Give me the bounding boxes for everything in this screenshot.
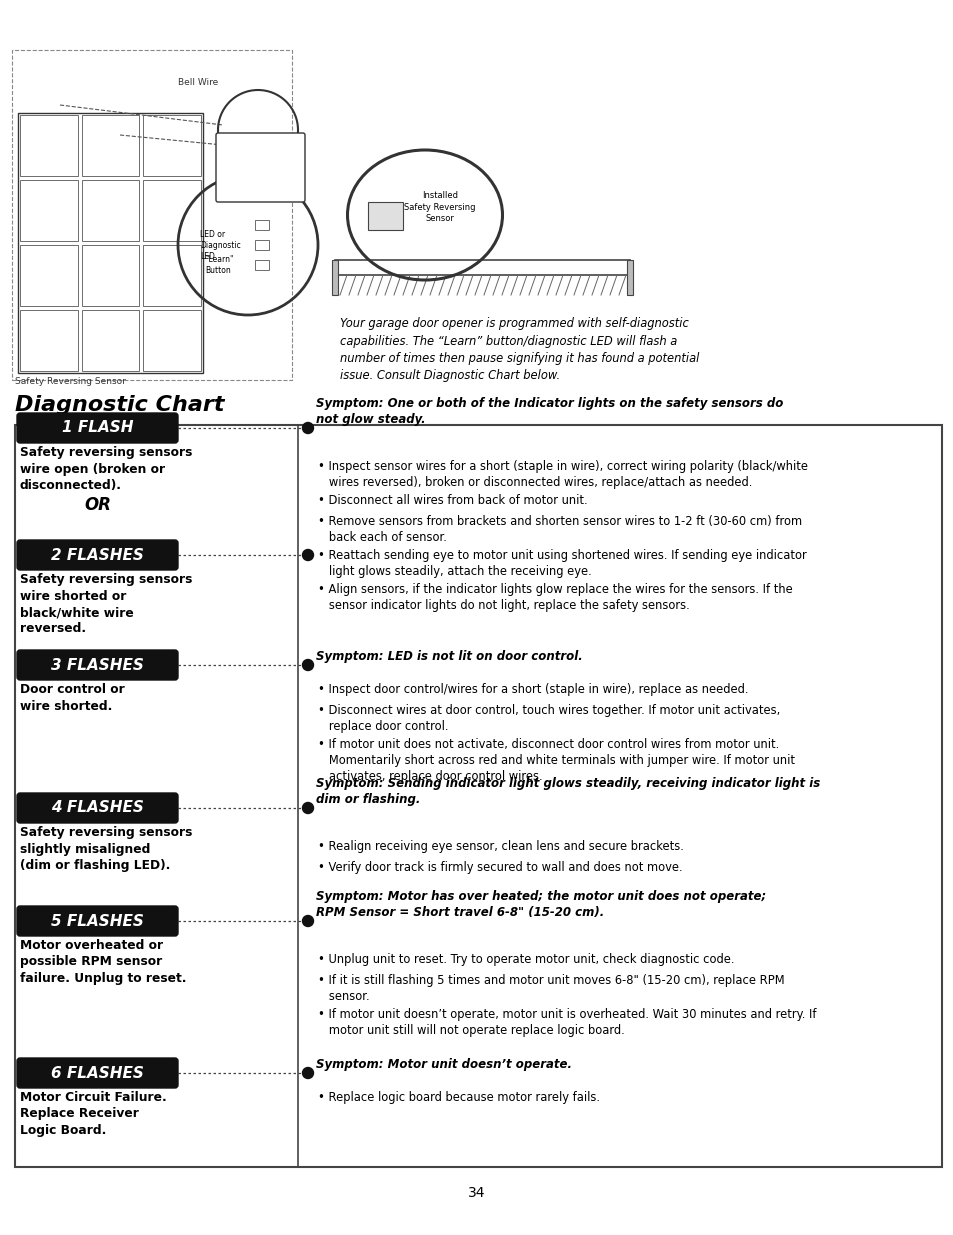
Text: • Inspect sensor wires for a short (staple in wire), correct wiring polarity (bl: • Inspect sensor wires for a short (stap…: [317, 459, 807, 489]
Text: "Learn"
Button: "Learn" Button: [205, 254, 233, 275]
Circle shape: [302, 422, 314, 433]
Circle shape: [302, 659, 314, 671]
Text: Safety Reversing Sensor: Safety Reversing Sensor: [15, 377, 126, 387]
Text: • Reattach sending eye to motor unit using shortened wires. If sending eye indic: • Reattach sending eye to motor unit usi…: [317, 550, 806, 578]
Bar: [143, 310, 201, 370]
Text: LED or
Diagnostic
LED: LED or Diagnostic LED: [200, 230, 240, 261]
Text: Symptom: Motor unit doesn’t operate.: Symptom: Motor unit doesn’t operate.: [315, 1058, 572, 1071]
Text: 3 FLASHES: 3 FLASHES: [51, 657, 144, 673]
Text: 34: 34: [468, 1186, 485, 1200]
Text: • Align sensors, if the indicator lights glow replace the wires for the sensors.: • Align sensors, if the indicator lights…: [317, 583, 792, 613]
Bar: [254, 220, 269, 230]
Text: • If motor unit doesn’t operate, motor unit is overheated. Wait 30 minutes and r: • If motor unit doesn’t operate, motor u…: [317, 1008, 816, 1037]
Text: • Disconnect all wires from back of motor unit.: • Disconnect all wires from back of moto…: [317, 494, 587, 508]
Text: Diagnostic Chart: Diagnostic Chart: [15, 395, 224, 415]
Text: 6 FLASHES: 6 FLASHES: [51, 1066, 144, 1081]
FancyBboxPatch shape: [215, 133, 305, 203]
Text: Motor overheated or
possible RPM sensor
failure. Unplug to reset.: Motor overheated or possible RPM sensor …: [20, 939, 186, 986]
FancyBboxPatch shape: [17, 1058, 178, 1088]
Text: Installed
Safety Reversing
Sensor: Installed Safety Reversing Sensor: [404, 191, 476, 222]
Bar: [332, 261, 337, 295]
Bar: [143, 245, 201, 306]
Text: • Disconnect wires at door control, touch wires together. If motor unit activate: • Disconnect wires at door control, touc…: [317, 704, 780, 734]
FancyBboxPatch shape: [17, 906, 178, 936]
Circle shape: [302, 803, 314, 814]
Text: • Realign receiving eye sensor, clean lens and secure brackets.: • Realign receiving eye sensor, clean le…: [317, 840, 683, 853]
Circle shape: [302, 915, 314, 926]
Text: Bell Wire: Bell Wire: [178, 78, 218, 86]
Text: • Remove sensors from brackets and shorten sensor wires to 1-2 ft (30-60 cm) fro: • Remove sensors from brackets and short…: [317, 515, 801, 543]
Text: Safety reversing sensors
slightly misaligned
(dim or flashing LED).: Safety reversing sensors slightly misali…: [20, 826, 193, 872]
Text: OR: OR: [84, 495, 111, 514]
Text: Your garage door opener is programmed with self-diagnostic
capabilities. The “Le: Your garage door opener is programmed wi…: [339, 317, 699, 383]
Circle shape: [302, 550, 314, 561]
FancyBboxPatch shape: [17, 793, 178, 823]
Text: Symptom: One or both of the Indicator lights on the safety sensors do
not glow s: Symptom: One or both of the Indicator li…: [315, 396, 782, 426]
FancyBboxPatch shape: [17, 540, 178, 571]
Bar: [82, 245, 139, 306]
Bar: [82, 115, 139, 177]
Text: Symptom: Sending indicator light glows steadily, receiving indicator light is
di: Symptom: Sending indicator light glows s…: [315, 777, 820, 806]
Bar: [143, 115, 201, 177]
Bar: [254, 261, 269, 270]
Bar: [20, 180, 77, 241]
Bar: [20, 245, 77, 306]
Text: 2 FLASHES: 2 FLASHES: [51, 547, 144, 562]
Text: • If it is still flashing 5 times and motor unit moves 6-8" (15-20 cm), replace : • If it is still flashing 5 times and mo…: [317, 974, 783, 1003]
FancyBboxPatch shape: [17, 650, 178, 680]
Bar: [82, 180, 139, 241]
Bar: [82, 310, 139, 370]
Text: Symptom: LED is not lit on door control.: Symptom: LED is not lit on door control.: [315, 650, 582, 663]
Text: Safety reversing sensors
wire shorted or
black/white wire
reversed.: Safety reversing sensors wire shorted or…: [20, 573, 193, 636]
Bar: [254, 240, 269, 249]
Text: • Replace logic board because motor rarely fails.: • Replace logic board because motor rare…: [317, 1091, 599, 1104]
Text: Diagnostics
Located On
Motor Unit: Diagnostics Located On Motor Unit: [222, 141, 267, 172]
Bar: [20, 310, 77, 370]
Bar: [15, 425, 941, 1167]
Text: 5 FLASHES: 5 FLASHES: [51, 914, 144, 929]
Text: • Verify door track is firmly secured to wall and does not move.: • Verify door track is firmly secured to…: [317, 861, 682, 874]
Bar: [12, 49, 292, 380]
Text: Safety reversing sensors
wire open (broken or
disconnected).: Safety reversing sensors wire open (brok…: [20, 446, 193, 492]
Bar: [143, 180, 201, 241]
Circle shape: [302, 1067, 314, 1078]
Text: • If motor unit does not activate, disconnect door control wires from motor unit: • If motor unit does not activate, disco…: [317, 739, 794, 783]
FancyBboxPatch shape: [17, 412, 178, 443]
Text: Door control or
wire shorted.: Door control or wire shorted.: [20, 683, 125, 713]
Text: • Inspect door control/wires for a short (staple in wire), replace as needed.: • Inspect door control/wires for a short…: [317, 683, 748, 697]
Bar: [20, 115, 77, 177]
Text: Motor Circuit Failure.
Replace Receiver
Logic Board.: Motor Circuit Failure. Replace Receiver …: [20, 1091, 167, 1137]
Bar: [626, 261, 633, 295]
Text: 1 FLASH: 1 FLASH: [62, 420, 133, 436]
Bar: [368, 203, 402, 230]
Text: Symptom: Motor has over heated; the motor unit does not operate;
RPM Sensor = Sh: Symptom: Motor has over heated; the moto…: [315, 890, 765, 919]
Bar: [18, 112, 203, 373]
Text: • Unplug unit to reset. Try to operate motor unit, check diagnostic code.: • Unplug unit to reset. Try to operate m…: [317, 953, 734, 966]
Text: 4 FLASHES: 4 FLASHES: [51, 800, 144, 815]
